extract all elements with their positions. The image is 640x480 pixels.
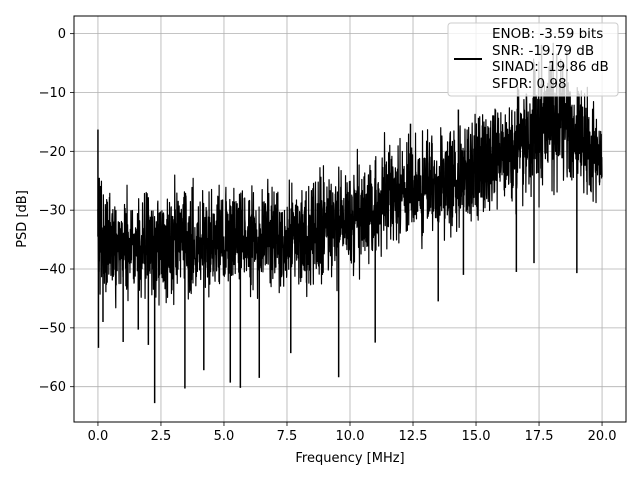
- axis-ticks: 0.0 2.5 5.0 7.5 10.0 12.5 15.0 17.5 20.0 0 −10 −20 −…: [39, 27, 617, 444]
- legend-sfdr: SFDR: 0.98: [492, 76, 567, 92]
- y-tick-label: −60: [39, 380, 66, 395]
- x-axis-title: Frequency [MHz]: [295, 451, 404, 466]
- x-tick-label: 7.5: [277, 429, 298, 444]
- x-tick-label: 5.0: [214, 429, 235, 444]
- x-tick-label: 10.0: [336, 429, 365, 444]
- psd-trace: [97, 42, 603, 309]
- y-tick-label: −40: [39, 263, 66, 278]
- y-tick-label: −10: [39, 86, 66, 101]
- legend-box: [447, 22, 619, 97]
- y-tick-label: −20: [39, 145, 66, 160]
- x-tick-label: 12.5: [399, 429, 428, 444]
- x-tick-label: 15.0: [462, 429, 491, 444]
- x-tick-label: 2.5: [151, 429, 172, 444]
- y-tick-label: −30: [39, 204, 66, 219]
- y-tick-label: −50: [39, 321, 66, 336]
- legend-sinad: SINAD: -19.86 dB: [492, 59, 609, 75]
- x-tick-label: 17.5: [525, 429, 554, 444]
- legend-snr: SNR: -19.79 dB: [492, 43, 594, 59]
- legend-enob: ENOB: -3.59 bits: [492, 26, 603, 42]
- y-axis-title: PSD [dB]: [15, 190, 30, 248]
- legend: ENOB: -3.59 bits SNR: -19.79 dB SINAD: -…: [447, 22, 619, 97]
- x-tick-label: 20.0: [588, 429, 617, 444]
- x-tick-label: 0.0: [88, 429, 109, 444]
- y-tick-label: 0: [58, 27, 66, 42]
